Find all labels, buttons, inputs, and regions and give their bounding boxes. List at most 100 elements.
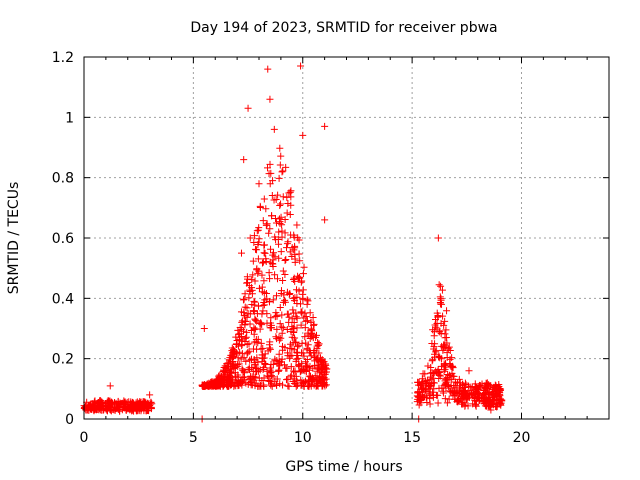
data-point xyxy=(269,256,277,264)
data-point xyxy=(251,277,259,285)
data-point xyxy=(322,361,330,369)
data-point xyxy=(450,372,458,380)
data-point xyxy=(485,394,493,402)
data-point xyxy=(238,249,245,257)
data-point xyxy=(272,219,280,227)
x-tick-label: 10 xyxy=(294,430,312,446)
data-point xyxy=(269,296,277,304)
x-tick-label: 0 xyxy=(80,430,89,446)
data-point xyxy=(286,211,294,219)
data-point xyxy=(302,317,310,325)
data-point xyxy=(265,229,273,237)
data-point xyxy=(268,192,276,200)
data-point xyxy=(422,382,430,390)
data-point xyxy=(318,363,326,371)
data-point xyxy=(443,339,451,347)
data-point xyxy=(460,392,468,400)
data-point xyxy=(279,324,287,332)
data-point xyxy=(266,275,274,283)
data-point xyxy=(288,315,296,323)
data-point xyxy=(439,312,447,320)
data-point xyxy=(260,354,268,362)
y-tick-label: 1.2 xyxy=(52,50,74,66)
x-tick-label: 5 xyxy=(189,430,198,446)
data-point xyxy=(293,293,301,301)
data-point xyxy=(276,320,284,328)
data-point xyxy=(289,275,297,283)
data-point xyxy=(303,300,311,308)
data-point xyxy=(418,375,426,383)
data-point xyxy=(247,356,255,364)
data-point xyxy=(289,377,297,385)
data-point xyxy=(147,403,155,411)
y-tick-label: 0 xyxy=(65,412,74,428)
data-point xyxy=(97,406,105,414)
data-point xyxy=(273,325,281,333)
data-point xyxy=(278,323,286,331)
data-point xyxy=(249,271,257,279)
data-point xyxy=(310,352,318,360)
data-point xyxy=(278,342,286,350)
data-point xyxy=(447,388,455,396)
data-point xyxy=(271,233,279,241)
data-point xyxy=(266,345,274,353)
data-point xyxy=(275,254,283,262)
data-point xyxy=(267,324,275,332)
data-point xyxy=(237,355,245,363)
data-point xyxy=(261,249,269,257)
data-point xyxy=(298,309,306,317)
data-point xyxy=(296,257,304,265)
data-point xyxy=(262,205,270,213)
data-point xyxy=(257,319,265,327)
data-point xyxy=(249,307,257,315)
data-point xyxy=(276,304,284,312)
data-point xyxy=(310,321,318,329)
data-point xyxy=(303,362,311,370)
data-point xyxy=(267,381,275,389)
data-point xyxy=(256,202,264,210)
data-point xyxy=(261,360,269,368)
data-point xyxy=(434,399,442,407)
data-point xyxy=(263,367,271,375)
data-point xyxy=(290,367,298,375)
data-point xyxy=(259,258,267,266)
data-point xyxy=(258,259,266,267)
data-point xyxy=(243,304,251,312)
data-point xyxy=(297,376,305,384)
data-point xyxy=(273,382,281,390)
data-point xyxy=(489,401,497,409)
data-point xyxy=(254,367,262,375)
data-point xyxy=(286,188,294,196)
data-point xyxy=(304,297,312,305)
data-point xyxy=(287,231,295,239)
data-point xyxy=(285,382,293,390)
data-point xyxy=(258,321,266,329)
data-point xyxy=(256,320,264,328)
y-tick-label: 1 xyxy=(65,110,74,126)
data-point xyxy=(243,273,251,281)
data-point xyxy=(423,399,431,407)
data-point xyxy=(306,347,314,355)
data-point xyxy=(248,378,256,386)
data-point xyxy=(299,365,307,373)
data-point xyxy=(281,296,289,304)
data-point xyxy=(240,156,248,164)
y-axis-label: SRMTID / TECUs xyxy=(6,182,22,295)
data-point xyxy=(248,276,256,284)
data-point xyxy=(253,246,261,254)
data-point xyxy=(281,229,289,237)
data-point xyxy=(462,396,470,404)
data-point xyxy=(297,308,305,316)
data-point xyxy=(300,382,308,390)
data-point xyxy=(292,372,300,380)
data-point xyxy=(475,394,483,402)
data-point xyxy=(442,326,450,334)
data-point xyxy=(251,325,259,333)
data-point xyxy=(475,381,483,389)
data-point xyxy=(270,196,278,204)
data-point xyxy=(237,379,245,387)
data-point xyxy=(230,382,238,390)
data-point xyxy=(311,372,319,380)
data-point xyxy=(253,227,261,235)
data-point xyxy=(310,349,318,357)
